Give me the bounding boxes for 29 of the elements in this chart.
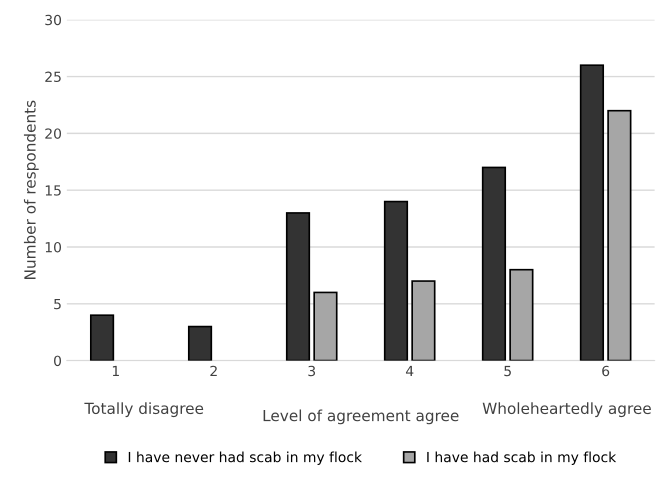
bar [90, 314, 114, 361]
x-tick-label: 2 [210, 366, 217, 376]
y-tick-label: 30 [45, 14, 62, 26]
legend-label: I have had scab in my flock [427, 452, 616, 465]
text: Totally disagree [84, 402, 204, 418]
y-axis-title: Number of respondents [24, 100, 39, 279]
text: Wholeheartedly agree [482, 402, 651, 418]
bar [482, 166, 506, 361]
bar [313, 292, 338, 361]
y-tick-label: 25 [45, 72, 61, 82]
legend-label: I have never had scab in my flock [128, 452, 362, 465]
bar [580, 64, 604, 361]
bar [411, 280, 436, 361]
bar [384, 200, 408, 361]
bar [188, 326, 212, 361]
y-tick-label: 20 [45, 128, 62, 139]
x-tick-label: 5 [504, 366, 511, 376]
bar [286, 212, 310, 361]
x-tick-label: 6 [602, 366, 610, 376]
x-tick-label: 4 [406, 366, 414, 376]
x-tick-label: 3 [308, 366, 316, 376]
y-tick-label: 0 [54, 356, 62, 366]
bar [607, 110, 632, 361]
bar [509, 268, 534, 361]
x-axis-title: Level of agreement agree [264, 409, 458, 424]
y-tick-label: 5 [54, 298, 61, 310]
y-tick-label: 10 [46, 242, 62, 252]
y-tick-label: 15 [46, 185, 61, 196]
x-tick-label: 1 [112, 366, 119, 376]
